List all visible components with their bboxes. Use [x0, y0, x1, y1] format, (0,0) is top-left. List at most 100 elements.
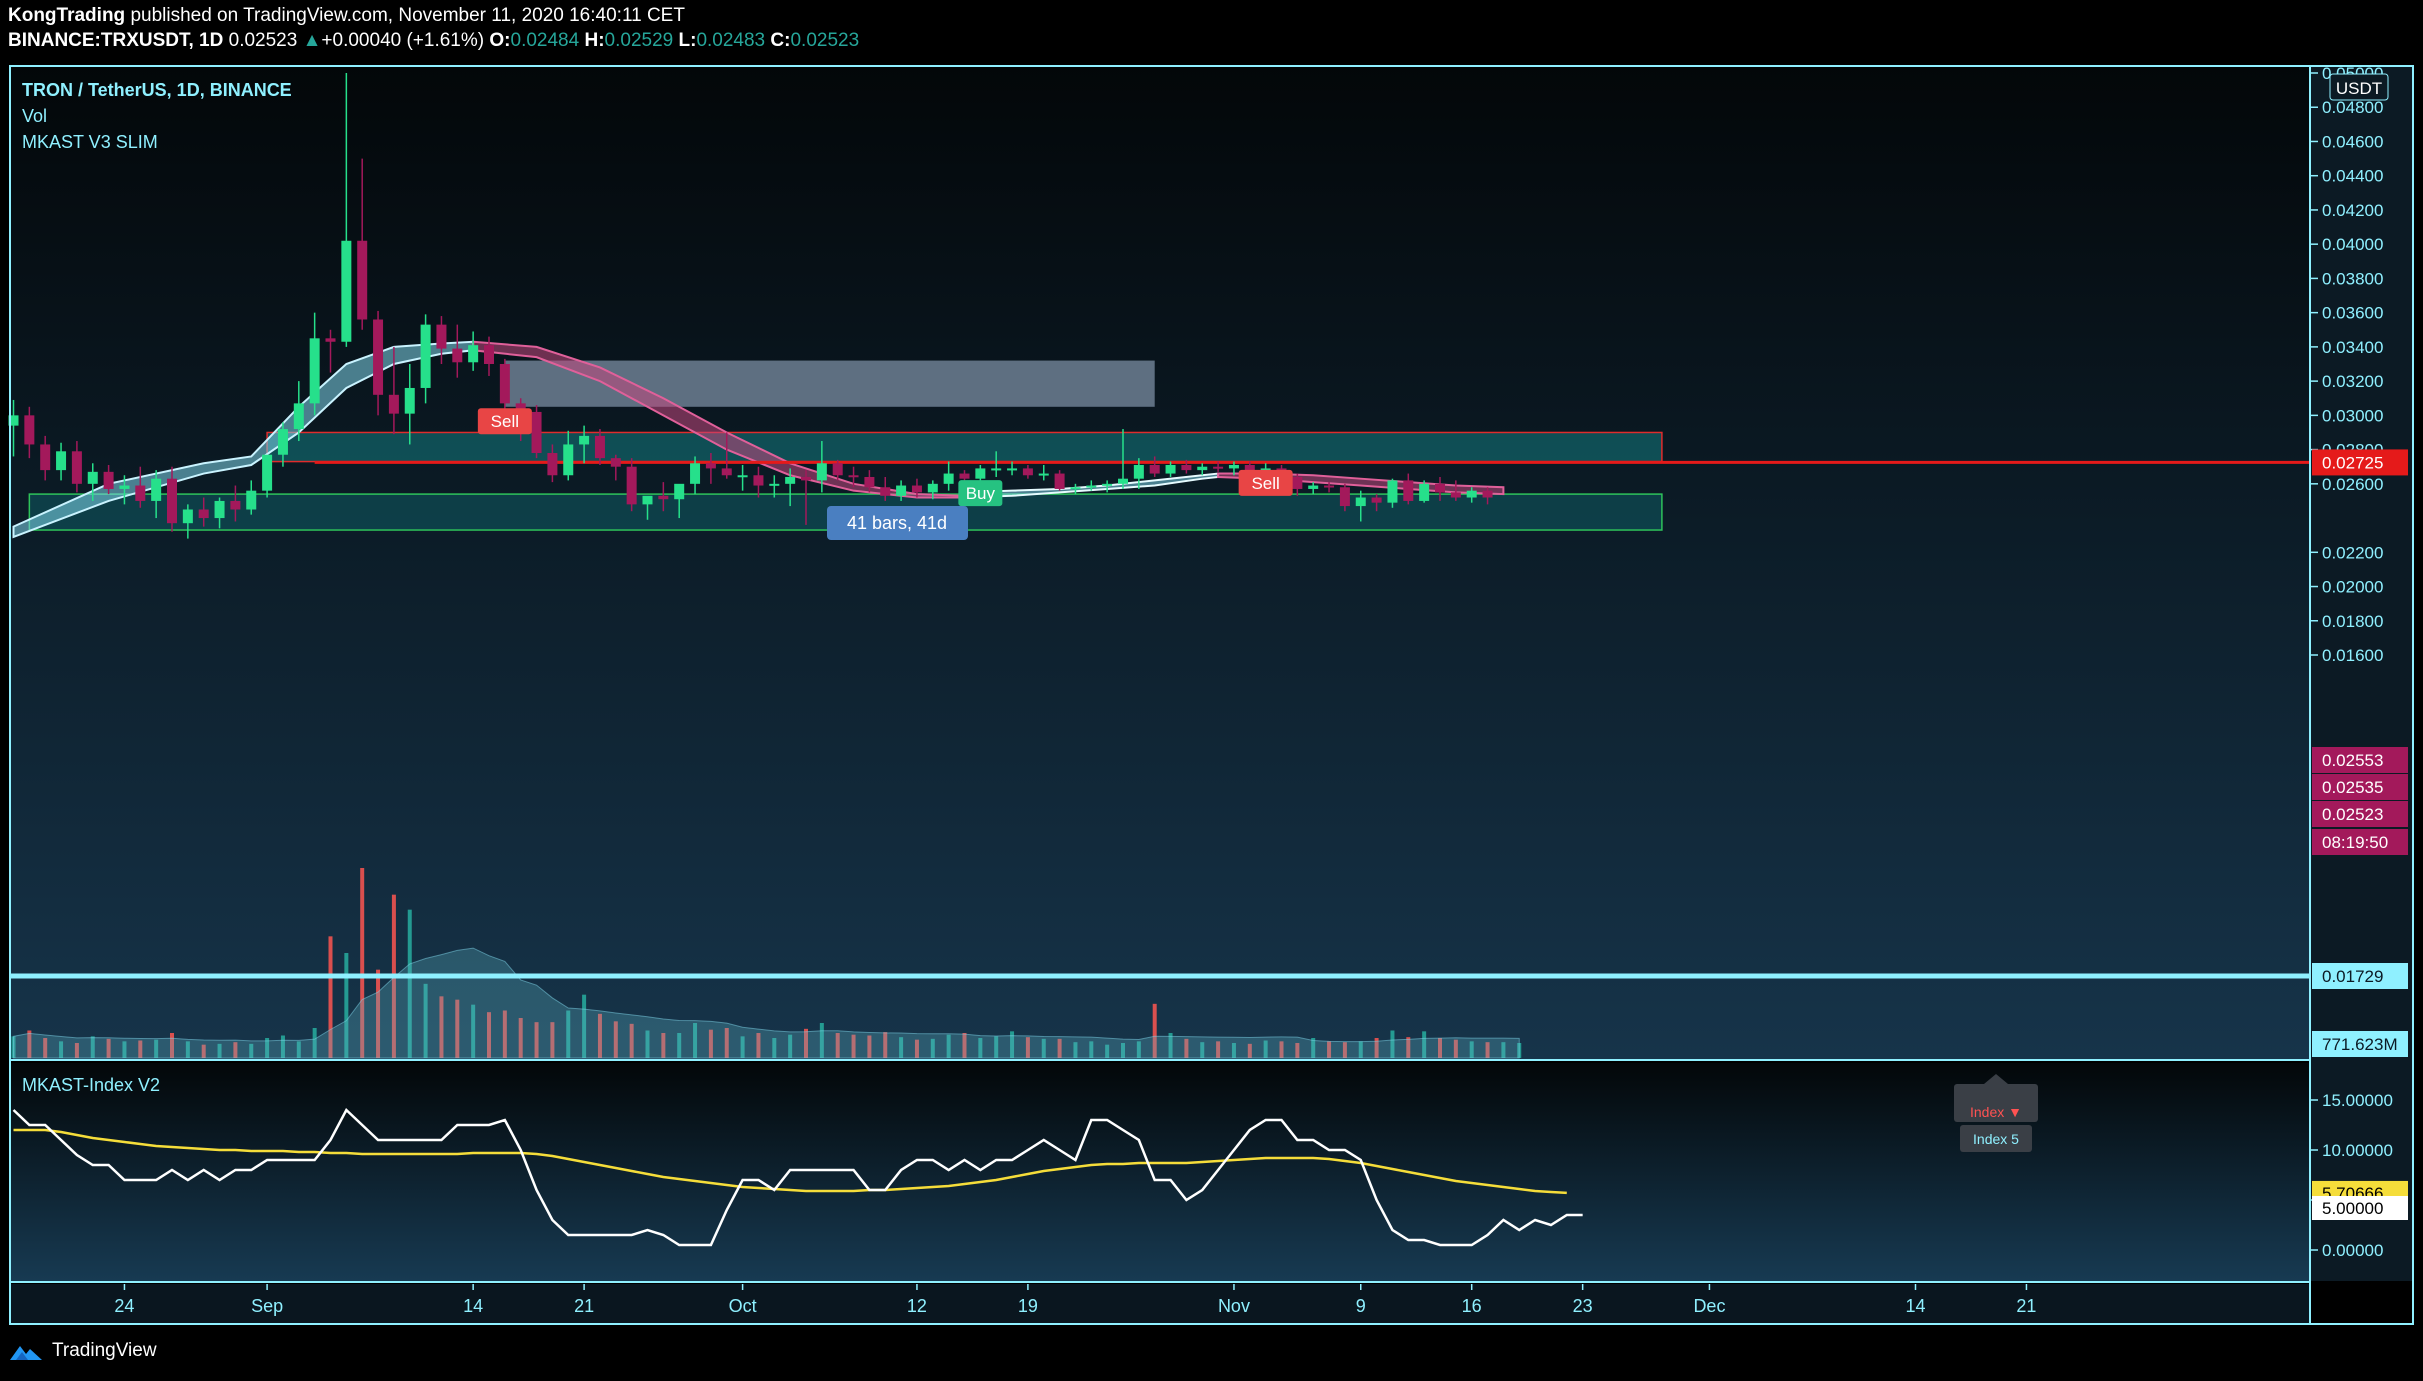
measure-badge: [827, 506, 968, 540]
candle-body: [880, 487, 891, 496]
price-tick-label: 0.04800: [2322, 98, 2383, 117]
price-tick-label: 0.02000: [2322, 578, 2383, 597]
candle-body: [119, 485, 130, 489]
volume-bar: [835, 1033, 840, 1058]
candle-body: [56, 451, 67, 471]
candle-body: [1419, 483, 1430, 501]
candle-body: [769, 483, 780, 486]
index-pane-bg: [10, 1063, 2310, 1281]
candle-body: [1466, 490, 1477, 498]
symbol-label: BINANCE:TRXUSDT, 1D: [8, 30, 224, 51]
zone-resistance[interactable]: [266, 431, 1663, 463]
volume-bar: [90, 1036, 95, 1058]
close-value: 0.02523: [790, 30, 860, 51]
volume-bar: [154, 1039, 159, 1058]
price-badge-ma: [2312, 747, 2408, 773]
candle-body: [579, 435, 590, 445]
publisher-name[interactable]: KongTrading: [8, 5, 126, 26]
price-tick-label: 0.03600: [2322, 304, 2383, 323]
index-value-badge: [2312, 1196, 2408, 1220]
volume-bar: [1184, 1038, 1189, 1058]
volume-bar: [661, 1033, 666, 1058]
candle-body: [1371, 497, 1382, 503]
volume-bar: [724, 1028, 729, 1058]
volume-bar: [1453, 1039, 1458, 1058]
candle-body: [610, 458, 621, 467]
volume-bar: [455, 999, 460, 1058]
volume-bar: [201, 1044, 206, 1058]
sell-signal[interactable]: [1238, 469, 1293, 496]
candle-body: [309, 338, 320, 404]
price-badge-label: 0.01729: [2322, 967, 2383, 986]
buy-signal[interactable]: [958, 480, 1003, 507]
candle-body: [658, 495, 669, 500]
price-axis-bg: [2310, 66, 2413, 1281]
candle-body: [785, 476, 796, 484]
volume-bar: [328, 936, 333, 1058]
price-badge-vol: [2312, 1031, 2408, 1057]
index-tick-label: 0.00000: [2322, 1241, 2383, 1260]
candle-body: [1007, 468, 1018, 471]
volume-bar: [1295, 1043, 1300, 1058]
price-badge-label: 0.02553: [2322, 751, 2383, 770]
index-widget-sub[interactable]: [1960, 1125, 2032, 1152]
price-tick-label: 0.04000: [2322, 235, 2383, 254]
index-widget-pointer: [1984, 1074, 2008, 1084]
candle-body: [1387, 480, 1398, 503]
signal-label: Sell: [1251, 474, 1279, 493]
candle-body: [1355, 497, 1366, 507]
candle-body: [690, 463, 701, 484]
candle-body: [1324, 485, 1335, 488]
volume-bar: [962, 1033, 967, 1058]
volume-bar: [978, 1038, 983, 1058]
candle-body: [1339, 487, 1350, 507]
time-tick-label: Dec: [1693, 1296, 1725, 1316]
time-tick-label: Sep: [251, 1296, 283, 1316]
candle-body: [373, 319, 384, 395]
volume-bar: [106, 1038, 111, 1058]
footer-brand[interactable]: TradingView: [52, 1340, 157, 1361]
price-badge-label: 771.623M: [2322, 1035, 2398, 1054]
low-label: L:: [678, 30, 697, 51]
volume-bar: [740, 1036, 745, 1058]
low-value: 0.02483: [696, 30, 766, 51]
candle-body: [594, 435, 605, 459]
footer: TradingView: [8, 1340, 157, 1362]
legend-title: TRON / TetherUS, 1D, BINANCE: [22, 80, 292, 100]
volume-bar: [1089, 1041, 1094, 1058]
candle-body: [832, 463, 843, 476]
volume-bar: [914, 1039, 919, 1058]
candle-body: [1292, 476, 1303, 489]
candle-body: [246, 490, 257, 510]
index-widget[interactable]: [1954, 1084, 2038, 1122]
price-tick-label: 0.02600: [2322, 475, 2383, 494]
index-tick-label: 15.00000: [2322, 1091, 2393, 1110]
candle-body: [864, 476, 875, 488]
volume-bar: [1136, 1041, 1141, 1058]
tradingview-logo-icon: [10, 1346, 42, 1360]
currency-badge[interactable]: [2329, 73, 2389, 101]
publish-info: KongTrading published on TradingView.com…: [8, 5, 685, 27]
index-widget-top[interactable]: Index ▼: [1970, 1104, 2022, 1120]
volume-bar: [249, 1043, 254, 1058]
candle-body: [484, 345, 494, 364]
volume-bar: [74, 1043, 79, 1058]
sell-signal[interactable]: [477, 408, 532, 435]
candle-body: [1165, 464, 1176, 474]
candle-body: [1450, 492, 1461, 498]
candle-body: [198, 509, 209, 519]
candle-body: [642, 495, 653, 505]
volume-bar: [788, 1034, 793, 1058]
candle-body: [103, 471, 114, 489]
candle-body: [1038, 473, 1049, 476]
time-tick-label: 19: [1018, 1296, 1038, 1316]
index-badge-label: 5.00000: [2322, 1199, 2383, 1218]
time-tick-label: Oct: [729, 1296, 757, 1316]
price-tick-label: 0.02200: [2322, 543, 2383, 562]
volume-bar: [1168, 1033, 1173, 1058]
volume-bar: [804, 1028, 808, 1058]
price-badge-line2: [2312, 963, 2408, 989]
index-line: [12, 1107, 1583, 1247]
volume-bar: [1010, 1031, 1015, 1058]
